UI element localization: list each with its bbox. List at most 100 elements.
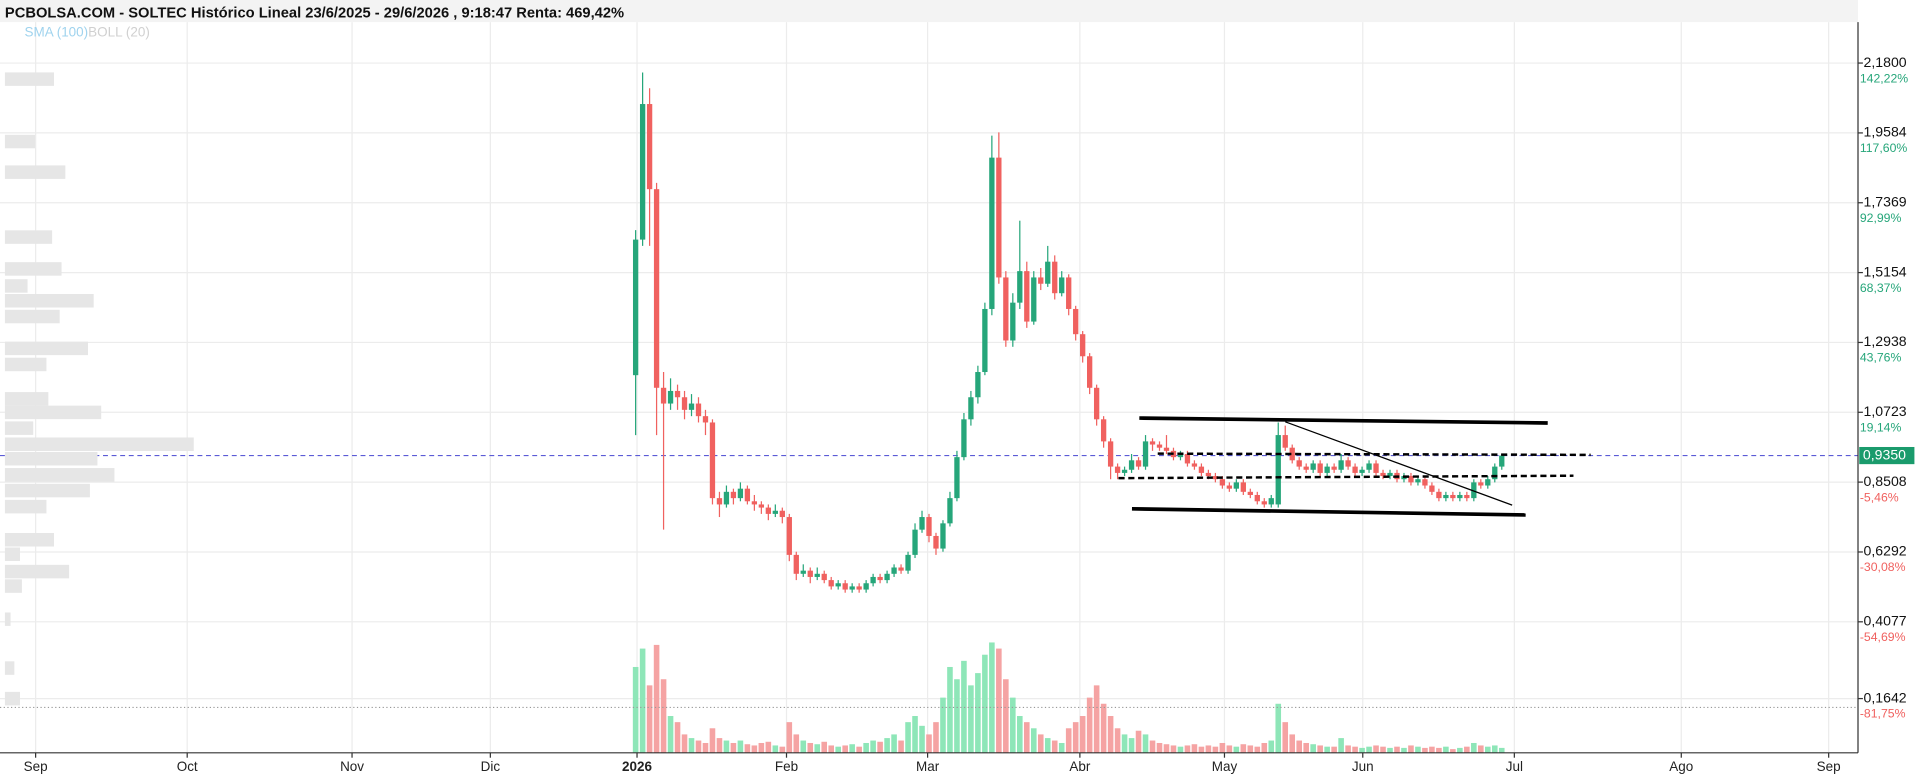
candle-body — [646, 104, 653, 190]
candle-body — [933, 535, 939, 549]
volume-bar — [898, 740, 904, 753]
candle-body — [702, 416, 709, 423]
volume-bar — [1471, 742, 1477, 753]
candle-body — [1436, 491, 1442, 499]
x-tick-label: Ago — [1669, 759, 1693, 774]
volume-bar — [1065, 728, 1072, 753]
candle-body — [947, 498, 953, 524]
candle-body — [1464, 494, 1470, 499]
volume-bar — [751, 745, 758, 753]
y2-tick-label: 19,14% — [1860, 421, 1902, 435]
candle-body — [709, 422, 716, 499]
volume-bar — [1093, 685, 1100, 753]
trend-line — [1285, 421, 1513, 506]
candle-body — [891, 567, 897, 574]
candle-body — [1247, 491, 1253, 495]
volume-bar — [1387, 747, 1393, 753]
candle-body — [807, 570, 813, 577]
volume-bar — [1345, 745, 1351, 753]
profile-bar — [4, 72, 55, 86]
volume-bar — [947, 666, 953, 753]
volume-bar — [926, 734, 932, 753]
candle-body — [1275, 435, 1281, 505]
volume-bar — [1422, 747, 1428, 753]
volume-bar — [1037, 734, 1044, 753]
volume-bar — [1023, 722, 1030, 753]
candle-body — [1087, 356, 1093, 388]
volume-bar — [891, 734, 897, 753]
candle-body — [1031, 277, 1037, 322]
volume-bar — [1289, 734, 1296, 753]
profile-bar — [4, 134, 36, 149]
candle-body — [1408, 476, 1414, 483]
candle-body — [772, 510, 778, 514]
volume-bar — [744, 744, 751, 753]
candle-body — [1080, 334, 1086, 357]
volume-bar — [828, 745, 835, 753]
candle-body — [814, 573, 820, 577]
candle-body — [758, 504, 765, 508]
volume-bar — [1254, 746, 1261, 753]
candle-body — [1219, 479, 1226, 486]
volume-bar — [814, 744, 821, 753]
volume-bar — [1184, 745, 1191, 753]
candle-body — [800, 570, 806, 574]
volume-bar — [1401, 747, 1407, 753]
profile-bar — [4, 357, 47, 372]
dashed-support — [1118, 474, 1574, 480]
volume-bar — [821, 741, 828, 753]
y2-tick-label: 43,76% — [1860, 351, 1902, 365]
y-tick-label: 1,2938 — [1864, 333, 1907, 349]
candle-body — [1422, 479, 1428, 486]
volume-bar — [688, 738, 695, 753]
candle-body — [926, 517, 932, 536]
legend-entry: BOLL (20) — [88, 25, 150, 40]
volume-bar — [1156, 742, 1163, 753]
x-tick-label: Sep — [24, 759, 48, 774]
candle-body — [793, 554, 799, 574]
volume-bar — [1030, 728, 1037, 753]
volume-bar — [1443, 746, 1449, 753]
candle-body — [695, 403, 702, 417]
volume-bar — [1275, 703, 1282, 753]
x-tick-label: Dic — [481, 759, 501, 774]
profile-bar — [4, 392, 49, 406]
candle-body — [898, 567, 904, 571]
candle-body — [1268, 498, 1274, 505]
volume-bar — [1498, 747, 1505, 753]
drawings — [1118, 416, 1591, 517]
candle-body — [765, 507, 772, 514]
candle-body — [828, 580, 834, 587]
candle-body — [688, 403, 695, 410]
volume-bar — [1010, 697, 1016, 753]
x-tick-label: Oct — [177, 759, 198, 774]
x-tick-label: Abr — [1069, 759, 1090, 774]
volume-bar — [765, 741, 772, 753]
volume-bar — [1114, 728, 1121, 753]
candle-body — [779, 510, 785, 518]
candle-body — [975, 372, 981, 398]
volume-bar — [1086, 697, 1093, 753]
y-tick-label: 1,9584 — [1864, 124, 1907, 140]
profile-bar — [4, 564, 70, 579]
candle-body — [1024, 271, 1030, 322]
volume-bar — [723, 740, 730, 753]
volume-bar — [1135, 730, 1142, 753]
candle-body — [1059, 277, 1065, 294]
profile-bar — [4, 533, 55, 547]
candle-body — [1212, 476, 1219, 480]
volume-bar — [919, 725, 925, 753]
candle-body — [1073, 308, 1079, 335]
candle-body — [870, 576, 876, 584]
candle-body — [1352, 466, 1358, 473]
profile-bar — [4, 451, 98, 466]
volume-bar — [1282, 722, 1289, 753]
volume-bar — [856, 746, 862, 753]
candle-body — [1331, 466, 1337, 470]
candle-body — [786, 517, 792, 555]
volume-bar — [1142, 734, 1149, 753]
x-tick-label: Nov — [340, 759, 364, 774]
volume-bar — [968, 685, 974, 753]
